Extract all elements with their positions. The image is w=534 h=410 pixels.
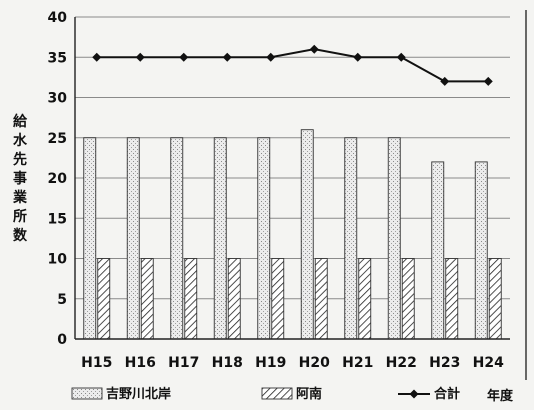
total-line (92, 44, 493, 86)
total-point-H18 (222, 52, 232, 62)
bar-yoshinogawa-H22 (387, 137, 401, 340)
bar-anan-H22 (401, 258, 415, 340)
x-tick-label: H23 (429, 355, 460, 371)
y-tick-label: 25 (48, 131, 67, 147)
x-tick-label: H18 (212, 355, 243, 371)
x-tick-labels: H15 H16 H17 H18 H19 H20 H21 H22 H23 H24 (81, 355, 504, 371)
y-axis-title-char: 数 (13, 227, 28, 244)
bar-anan-H21 (358, 258, 372, 340)
y-tick-label: 30 (48, 91, 68, 107)
total-point-H24 (483, 76, 493, 86)
x-tick-label: H22 (386, 355, 417, 371)
legend-swatch-yoshinogawa (71, 387, 103, 400)
y-tick-label: 5 (57, 292, 67, 308)
total-series-line (96, 48, 489, 83)
y-tick-label: 15 (48, 211, 67, 227)
y-axis-title-char: 給 (13, 113, 28, 130)
legend-label-yoshinogawa: 吉野川北岸 (106, 386, 171, 402)
bar-anan-H19 (271, 258, 285, 340)
legend-label-anan: 阿南 (296, 386, 322, 402)
y-axis-title-char: 先 (13, 151, 27, 168)
total-point-H15 (92, 52, 102, 62)
x-tick-label: H17 (168, 355, 199, 371)
bars (83, 129, 502, 340)
legend-marker-total (409, 389, 419, 399)
bar-yoshinogawa-H18 (213, 137, 227, 340)
y-axis-title-char: 所 (13, 208, 27, 225)
bar-yoshinogawa-H16 (126, 137, 140, 340)
x-tick-label: H21 (342, 355, 373, 371)
total-point-H23 (440, 76, 450, 86)
x-tick-label: H24 (473, 355, 504, 371)
total-point-H19 (266, 52, 276, 62)
x-tick-label: H15 (81, 355, 112, 371)
y-axis-title-char: 業 (12, 189, 28, 206)
bar-yoshinogawa-H24 (474, 161, 488, 340)
total-point-H16 (135, 52, 145, 62)
x-axis-title: 年度 (487, 388, 514, 404)
legend-swatch-anan (261, 387, 293, 400)
total-point-H20 (309, 44, 319, 54)
x-tick-label: H19 (255, 355, 286, 371)
bar-anan-H23 (445, 258, 459, 340)
bar-anan-H15 (97, 258, 111, 340)
bar-yoshinogawa-H20 (300, 129, 314, 340)
bar-yoshinogawa-H15 (83, 137, 97, 340)
x-tick-label: H20 (299, 355, 330, 371)
total-point-H17 (179, 52, 189, 62)
bar-anan-H24 (488, 258, 502, 340)
bar-anan-H20 (314, 258, 328, 340)
bar-yoshinogawa-H19 (257, 137, 271, 340)
bar-anan-H18 (227, 258, 241, 340)
legend-label-total: 合計 (434, 386, 460, 402)
y-tick-label: 10 (48, 252, 68, 268)
x-tick-label: H16 (125, 355, 156, 371)
bar-yoshinogawa-H23 (431, 161, 445, 340)
bar-yoshinogawa-H17 (170, 137, 184, 340)
y-axis-title-char: 水 (13, 132, 28, 149)
axes (74, 10, 527, 380)
bar-yoshinogawa-H21 (344, 137, 358, 340)
y-tick-labels: 0 5 10 15 20 25 30 35 40 (48, 10, 68, 348)
total-point-H22 (396, 52, 406, 62)
y-tick-label: 40 (48, 10, 68, 26)
y-axis-title-char: 事 (13, 170, 27, 187)
bar-anan-H16 (140, 258, 154, 340)
y-tick-label: 0 (57, 332, 67, 348)
legend: 吉野川北岸 阿南 合計 (71, 386, 460, 402)
bar-anan-H17 (184, 258, 198, 340)
y-tick-label: 20 (48, 171, 68, 187)
total-point-H21 (353, 52, 363, 62)
y-tick-label: 35 (48, 50, 67, 66)
